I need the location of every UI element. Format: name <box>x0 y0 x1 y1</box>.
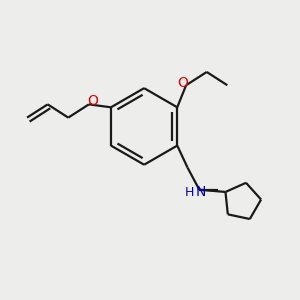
Text: H: H <box>185 186 194 199</box>
Text: N: N <box>196 185 206 199</box>
Text: O: O <box>87 94 98 108</box>
Text: O: O <box>177 76 188 90</box>
